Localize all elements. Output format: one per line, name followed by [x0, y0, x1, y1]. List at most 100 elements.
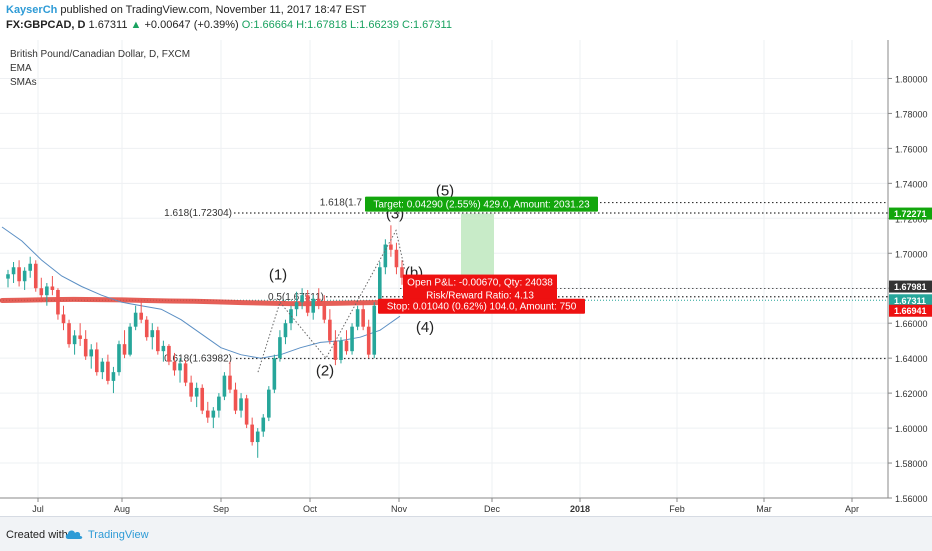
price-tick-label: 1.62000 — [895, 389, 928, 399]
candle-body — [133, 312, 138, 327]
candle-body — [28, 263, 32, 271]
target-label-bg — [365, 196, 598, 212]
candles — [6, 225, 404, 458]
close-value: C:1.67311 — [402, 19, 452, 31]
open-value: O:1.66664 — [241, 19, 294, 31]
rr-label: Risk/Reward Ratio: 4.13 — [426, 291, 534, 302]
price-tick-label: 1.70000 — [895, 249, 928, 259]
candle-body — [372, 305, 377, 355]
candle-body — [189, 382, 193, 397]
fib-label: 1.618(1.72304) — [164, 208, 232, 219]
stop-label-bg — [378, 298, 585, 314]
candle-body — [361, 309, 365, 327]
footer-bar: Created with TradingView — [0, 516, 932, 551]
author-link[interactable]: KayserCh — [6, 4, 58, 16]
candle-body — [383, 244, 388, 268]
legend-smas[interactable]: SMAs — [10, 77, 37, 88]
candle-body — [316, 298, 321, 306]
moving-averages — [0, 226, 413, 359]
candle-body — [11, 267, 16, 275]
price-tick-label: 1.58000 — [895, 459, 928, 469]
candle-body — [83, 338, 88, 357]
candle-body — [300, 295, 304, 303]
fib-label: 1.618(1.7 — [320, 198, 363, 209]
legend-ema[interactable]: EMA — [10, 63, 32, 74]
candle-body — [222, 375, 227, 397]
candle-body — [389, 244, 393, 250]
price-label-bg — [889, 207, 932, 220]
price-label: 1.67981 — [894, 282, 927, 292]
candle-body — [261, 417, 266, 432]
time-axis[interactable]: Jul Aug Sep Oct Nov Dec 2018 Feb Mar Apr — [0, 497, 888, 514]
target-label: Target: 0.04290 (2.55%) 429.0, Amount: 2… — [373, 200, 590, 211]
candle-body — [400, 267, 404, 278]
candle-body — [278, 337, 282, 359]
candle-body — [322, 305, 327, 320]
candle-body — [94, 349, 99, 373]
sma-red-line — [0, 296, 413, 307]
candle-body — [117, 344, 121, 373]
candle-body — [161, 345, 166, 352]
pnl-label: Open P&L: -0.00670, Qty: 24038 — [407, 278, 553, 289]
legend-title: British Pound/Canadian Dollar, D, FXCM — [10, 49, 191, 60]
candle-body — [378, 267, 382, 306]
symbol-ohlc-line: FX:GBPCAD, D 1.67311 ▲ +0.00647 (+0.39%)… — [6, 19, 452, 31]
trade-labels: Target: 0.04290 (2.55%) 429.0, Amount: 2… — [365, 196, 598, 314]
candle-body — [22, 270, 27, 282]
candle-body — [339, 340, 343, 360]
candle-body — [294, 302, 299, 310]
published-text: published on TradingView.com, November 1… — [60, 4, 367, 16]
candle-body — [228, 375, 232, 390]
candle-body — [167, 345, 171, 362]
price-chart[interactable]: 1.618(1.72304) 1.618(1.7 0.5(1.67511) 0.618… — [0, 40, 932, 515]
candle-body — [56, 289, 60, 315]
price-tick-label: 1.80000 — [895, 74, 928, 84]
chart-pane[interactable]: 1.618(1.72304) 1.618(1.7 0.5(1.67511) 0.618… — [0, 40, 932, 515]
change-arrow-icon: ▲ — [130, 19, 142, 31]
created-with-text: Created with — [6, 529, 68, 541]
publication-line: KayserCh published on TradingView.com, N… — [6, 4, 366, 16]
candle-body — [211, 410, 216, 418]
candle-body — [244, 398, 249, 425]
price-tick-label: 1.74000 — [895, 179, 928, 189]
time-tick-label: Mar — [756, 504, 772, 514]
candle-body — [250, 424, 254, 443]
candle-body — [239, 398, 243, 411]
candle-body — [6, 274, 10, 279]
price-label-bg — [889, 294, 932, 307]
tradingview-brand-link[interactable]: TradingView — [88, 529, 149, 541]
candle-body — [350, 326, 354, 352]
pnl-box — [403, 274, 557, 303]
candle-body — [33, 263, 38, 289]
candle-body — [67, 323, 71, 345]
candle-body — [50, 286, 55, 290]
candle-body — [17, 267, 21, 282]
change-value: +0.00647 (+0.39%) — [144, 19, 239, 31]
candle-body — [272, 358, 277, 390]
candle-body — [233, 389, 238, 411]
candle-body — [178, 363, 182, 371]
price-label-bg — [889, 304, 932, 317]
high-value: H:1.67818 — [296, 19, 347, 31]
price-tick-label: 1.56000 — [895, 494, 928, 504]
candle-body — [355, 309, 360, 327]
candle-body — [305, 295, 310, 313]
wave-label: (1) — [269, 266, 287, 283]
price-axis[interactable]: 1.56000 1.58000 1.60000 1.62000 1.64000 1.660… — [887, 40, 928, 504]
candle-body — [150, 330, 155, 338]
candle-body — [144, 319, 149, 338]
candle-body — [139, 312, 143, 320]
symbol-label: FX:GBPCAD, D — [6, 19, 86, 31]
candle-body — [122, 344, 127, 355]
price-tick-label: 1.78000 — [895, 109, 928, 119]
candle-body — [328, 319, 332, 341]
tradingview-cloud-icon — [65, 530, 83, 539]
chart-legend: British Pound/Canadian Dollar, D, FXCM E… — [10, 48, 190, 90]
price-label: 1.67311 — [894, 296, 926, 306]
fib-label: 0.5(1.67511) — [268, 292, 324, 303]
candle-body — [366, 326, 371, 355]
candle-body — [78, 335, 82, 339]
candle-body — [205, 410, 210, 418]
price-label: 1.72271 — [894, 209, 927, 219]
stop-label: Stop: 0.01040 (0.62%) 104.0, Amount: 750 — [387, 302, 577, 313]
